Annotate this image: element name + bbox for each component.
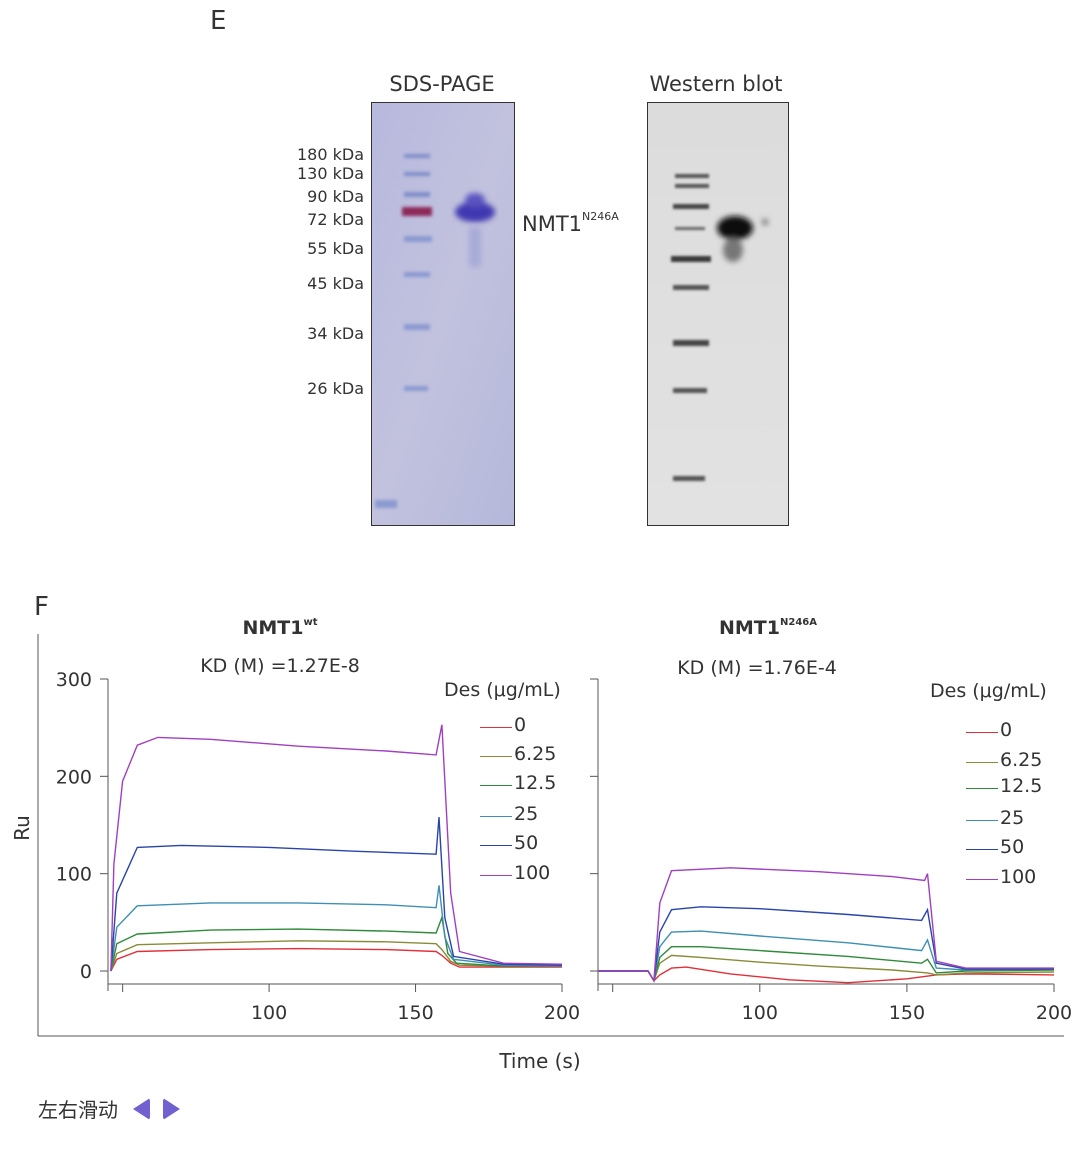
- legend-swatch: [966, 762, 998, 763]
- series-line-50: [110, 817, 563, 972]
- sds-page-title: SDS-PAGE: [389, 72, 495, 96]
- panel-f-letter: F: [34, 592, 49, 622]
- y-tick-label: 300: [56, 669, 92, 691]
- marker-label-180: 180 kDa: [296, 145, 364, 164]
- chart-right-title-main: NMT1: [719, 617, 780, 639]
- protein-label-sup: N246A: [582, 210, 619, 223]
- x-tick-label: 100: [742, 1002, 778, 1024]
- western-blot-image: [647, 102, 789, 526]
- chart-left-title-main: NMT1: [242, 617, 304, 639]
- marker-label-130: 130 kDa: [296, 164, 364, 183]
- legend-label: 12.5: [1000, 775, 1043, 797]
- x-tick-label: 150: [397, 1002, 433, 1024]
- legend-label: 6.25: [514, 743, 557, 765]
- x-tick-label: 100: [251, 1002, 287, 1024]
- series-line-100: [110, 724, 563, 972]
- western-blot-title: Western blot: [649, 72, 783, 96]
- legend-label: 100: [1000, 866, 1037, 888]
- legend-label: 25: [1000, 807, 1025, 829]
- legend-label: 0: [1000, 719, 1013, 741]
- y-tick-label: 200: [56, 766, 92, 788]
- x-axis-label: Time (s): [499, 1049, 581, 1073]
- legend-swatch: [480, 845, 512, 846]
- legend-swatch: [966, 879, 998, 880]
- legend-swatch: [480, 756, 512, 757]
- triangle-right-icon[interactable]: [163, 1098, 181, 1120]
- chart-left-kd: KD (M) =1.27E-8: [200, 655, 360, 677]
- chart-left-legend-title: Des (μg/mL): [444, 679, 561, 701]
- legend-label: 50: [1000, 836, 1025, 858]
- sds-page-gel-image: [371, 102, 515, 526]
- chart-right-title: NMT1N246A: [688, 617, 848, 639]
- triangle-left-icon[interactable]: [133, 1098, 151, 1120]
- y-tick-label: 100: [56, 864, 92, 886]
- marker-label-26: 26 kDa: [307, 379, 364, 398]
- series-line-50: [598, 906, 1054, 983]
- marker-label-55: 55 kDa: [307, 239, 364, 258]
- marker-label-34: 34 kDa: [307, 324, 364, 343]
- x-tick-label: 200: [1036, 1002, 1072, 1024]
- x-tick-label: 200: [544, 1002, 580, 1024]
- chart-right-legend-title: Des (μg/mL): [930, 680, 1047, 702]
- series-line-100: [598, 867, 1054, 983]
- legend-swatch: [480, 785, 512, 786]
- legend-label: 50: [514, 832, 539, 854]
- legend-label: 12.5: [514, 772, 557, 794]
- marker-label-72: 72 kDa: [307, 210, 364, 229]
- legend-label: 100: [514, 862, 551, 884]
- series-line-12.5: [598, 946, 1055, 983]
- marker-label-90: 90 kDa: [307, 187, 364, 206]
- chart-right-kd: KD (M) =1.76E-4: [677, 657, 837, 679]
- marker-label-45: 45 kDa: [307, 274, 364, 293]
- legend-swatch: [480, 875, 512, 876]
- legend-swatch: [966, 849, 998, 850]
- x-tick-label: 150: [889, 1002, 925, 1024]
- protein-label-main: NMT1: [522, 212, 583, 236]
- legend-swatch: [966, 820, 998, 821]
- chart-right-title-sup: N246A: [780, 617, 817, 628]
- series-line-0: [110, 947, 562, 972]
- series-line-12.5: [110, 914, 562, 972]
- legend-label: 0: [514, 714, 527, 736]
- legend-label: 25: [514, 803, 539, 825]
- swipe-hint-label: 左右滑动: [38, 1098, 118, 1122]
- y-tick-label: 0: [80, 961, 92, 983]
- chart-left-title-sup: wt: [303, 617, 318, 628]
- protein-label-nmt1-n246a: NMT1N246A: [522, 210, 619, 236]
- legend-swatch: [480, 727, 512, 728]
- series-line-6.25: [110, 940, 562, 972]
- legend-swatch: [480, 816, 512, 817]
- swipe-hint: 左右滑动: [38, 1094, 181, 1123]
- legend-swatch: [966, 732, 998, 733]
- chart-left-title: NMT1wt: [200, 617, 360, 639]
- legend-swatch: [966, 788, 998, 789]
- panel-e-letter: E: [210, 6, 227, 36]
- legend-label: 6.25: [1000, 749, 1043, 771]
- series-line-25: [110, 885, 563, 972]
